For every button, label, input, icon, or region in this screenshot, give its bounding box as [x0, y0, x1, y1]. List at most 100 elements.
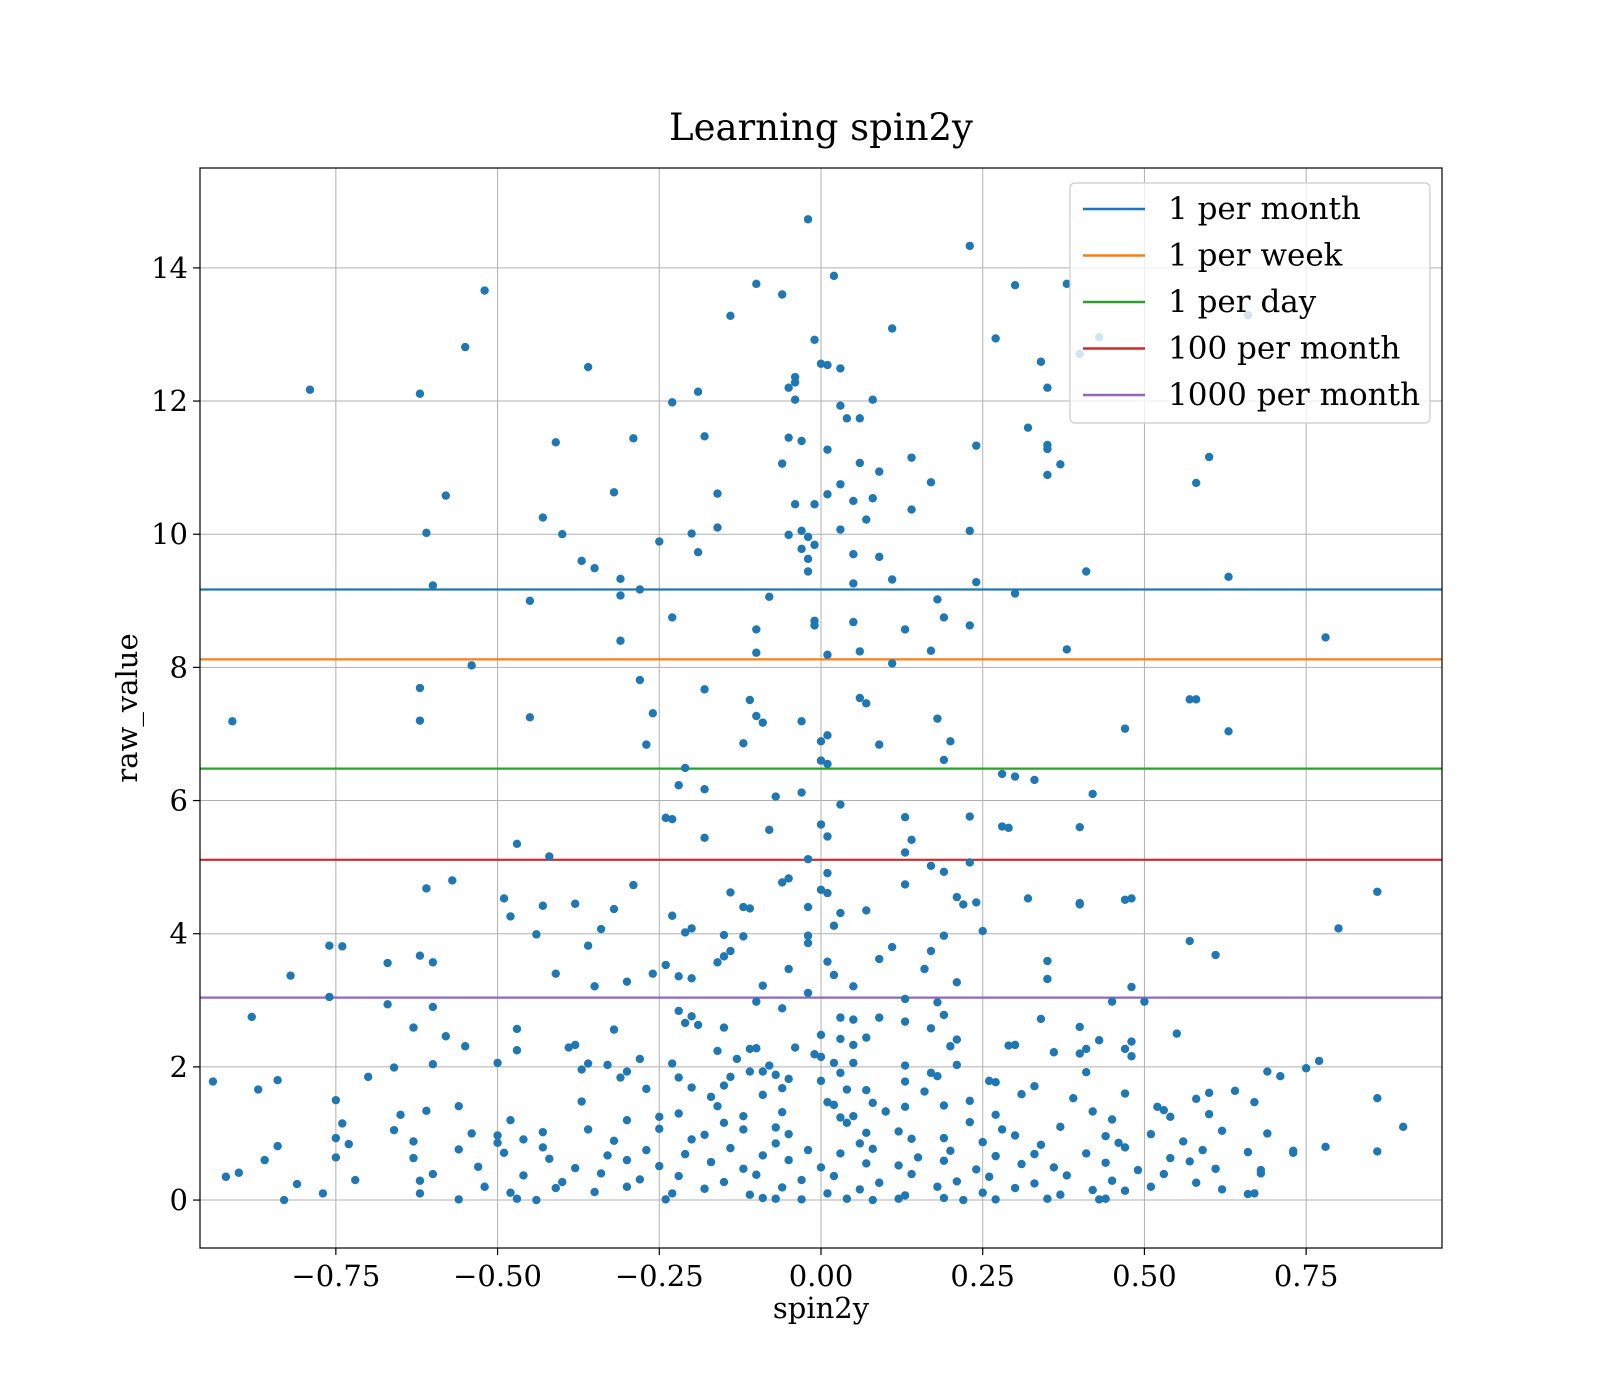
data-point — [855, 693, 865, 703]
data-point — [234, 1168, 244, 1177]
data-point — [1082, 1068, 1091, 1077]
data-point — [1179, 1137, 1188, 1146]
data-point — [862, 1033, 871, 1042]
data-point — [823, 759, 832, 769]
data-point — [939, 1101, 949, 1110]
data-point — [1243, 1147, 1253, 1157]
data-point — [803, 532, 813, 542]
data-point — [816, 1163, 826, 1172]
data-point — [512, 1194, 522, 1203]
data-point — [849, 1015, 858, 1024]
data-point — [926, 478, 936, 487]
data-point — [810, 621, 819, 630]
data-point — [758, 1090, 767, 1100]
data-point — [1036, 1140, 1046, 1149]
data-point — [389, 1125, 399, 1135]
data-point — [745, 1190, 755, 1199]
data-point — [849, 1058, 858, 1068]
data-point — [939, 931, 949, 940]
data-point — [939, 755, 949, 765]
data-point — [700, 1130, 709, 1140]
data-point — [823, 1189, 832, 1198]
data-point — [732, 1054, 742, 1064]
data-point — [1062, 279, 1072, 289]
data-point — [1127, 1037, 1136, 1046]
data-point — [674, 781, 683, 790]
y-tick-label: 2 — [170, 1050, 188, 1084]
data-point — [758, 1151, 767, 1160]
data-point — [441, 1032, 451, 1041]
data-point — [900, 1191, 910, 1200]
data-point — [409, 1137, 418, 1146]
data-point — [609, 488, 619, 497]
data-point — [448, 876, 457, 885]
data-point — [907, 1169, 916, 1179]
x-tick-label: −0.75 — [291, 1259, 380, 1293]
data-point — [583, 1059, 593, 1068]
data-point — [1062, 1171, 1072, 1180]
data-point — [1030, 775, 1039, 785]
data-point — [590, 1187, 599, 1197]
data-point — [532, 930, 541, 939]
data-point — [208, 1077, 218, 1086]
data-point — [952, 1035, 962, 1044]
data-point — [842, 1118, 852, 1128]
data-point — [939, 1193, 949, 1203]
data-point — [823, 445, 832, 454]
data-point — [829, 921, 839, 930]
data-point — [687, 974, 696, 983]
data-point — [1256, 1169, 1266, 1178]
data-point — [1107, 997, 1117, 1006]
data-point — [952, 978, 962, 987]
threshold-lines — [200, 588, 1442, 999]
data-point — [855, 458, 865, 468]
data-point — [875, 954, 884, 964]
y-tick-label: 8 — [170, 650, 188, 684]
data-point — [668, 613, 677, 622]
data-point — [972, 1165, 981, 1174]
legend: 1 per month 1 per week 1 per day 100 per mo… — [1069, 182, 1431, 424]
data-point — [965, 812, 974, 821]
data-point — [454, 1101, 463, 1111]
data-point — [577, 1065, 586, 1074]
data-point — [558, 1177, 567, 1187]
data-point — [900, 1017, 910, 1026]
data-point — [823, 1097, 832, 1107]
data-point — [687, 1135, 696, 1144]
data-point — [829, 970, 839, 980]
legend-label: 1000 per month — [1168, 377, 1420, 413]
data-point — [978, 1137, 987, 1147]
data-point — [875, 467, 884, 476]
data-point — [855, 647, 865, 656]
data-point — [777, 1107, 787, 1117]
data-point — [965, 1117, 974, 1127]
legend-label: 1 per month — [1168, 191, 1361, 227]
data-point — [1204, 1109, 1214, 1119]
data-point — [609, 1025, 619, 1034]
data-point — [810, 540, 819, 550]
data-point — [389, 1063, 399, 1072]
data-point — [428, 1002, 438, 1012]
data-point — [344, 1139, 353, 1149]
data-point — [810, 1050, 819, 1059]
data-point — [719, 1023, 729, 1032]
data-point — [1004, 1041, 1013, 1050]
data-point — [292, 1179, 302, 1189]
data-point — [991, 1110, 1000, 1120]
data-point — [933, 1072, 942, 1081]
data-point — [1017, 1089, 1026, 1099]
data-point — [797, 1195, 806, 1204]
data-point — [726, 888, 735, 897]
data-point — [622, 1115, 632, 1125]
data-point — [338, 942, 347, 951]
data-point — [674, 1006, 683, 1016]
data-point — [642, 1145, 651, 1155]
data-point — [900, 848, 910, 857]
data-point — [545, 852, 554, 861]
data-point — [1127, 894, 1136, 903]
data-point — [583, 362, 593, 372]
data-point — [894, 1161, 903, 1170]
x-tick-label: 0.50 — [1112, 1259, 1177, 1293]
data-point — [752, 711, 761, 721]
x-tick-label: −0.25 — [615, 1259, 704, 1293]
